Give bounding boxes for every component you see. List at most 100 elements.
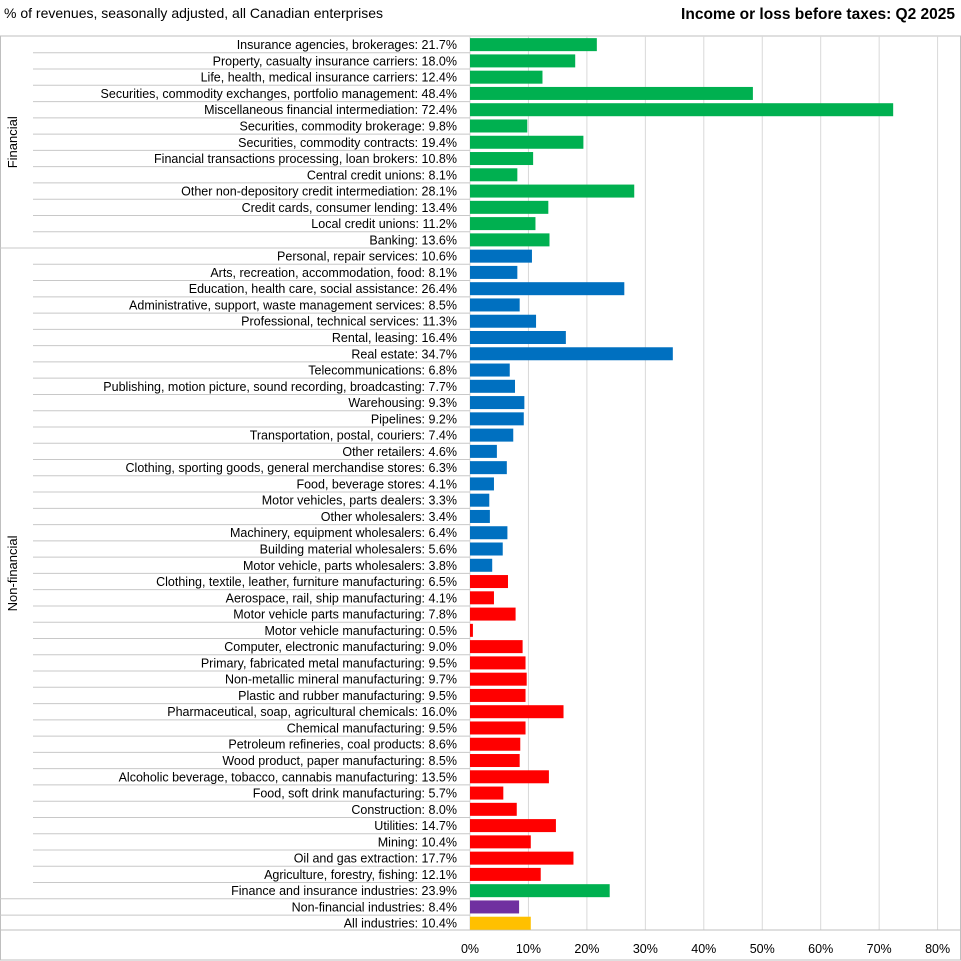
category-name: Telecommunications [308,364,421,378]
bar-47 [470,786,504,800]
category-value: 8.1% [429,168,458,182]
category-label: Alcoholic beverage, tobacco, cannabis ma… [119,770,457,784]
x-axis-ticks: 0% 10% 20% 30% 40% 50% 60% 70% 80% [461,942,950,956]
category-value: 9.5% [429,721,458,735]
bar-4 [470,86,753,100]
category-name: Motor vehicle parts manufacturing [233,608,421,622]
bar-27 [470,461,507,475]
bar-13 [470,233,550,247]
category-name: Rental, leasing [332,331,415,345]
category-value: 16.0% [422,705,457,719]
category-label: Transportation, postal, couriers: 7.4% [250,429,457,443]
x-tick-label: 0% [461,942,479,956]
category-label: Building material wholesalers: 5.6% [260,543,457,557]
category-labels: Insurance agencies, brokerages: 21.7% Pro… [101,38,457,931]
category-value: 10.4% [422,835,457,849]
bar-2 [470,54,576,68]
x-tick-label: 30% [633,942,658,956]
category-value: 72.4% [422,103,457,117]
category-value: 6.5% [429,575,458,589]
bar-41 [470,688,526,702]
category-name: Life, health, medical insurance carriers [201,71,415,85]
category-name: Machinery, equipment wholesalers [230,526,422,540]
bar-10 [470,184,635,198]
category-name: Finance and insurance industries [231,884,414,898]
category-value: 16.4% [422,331,457,345]
group-label-financial: Financial [5,116,20,168]
category-value: 34.7% [422,347,457,361]
category-name: Computer, electronic manufacturing [224,640,421,654]
group-label-non-financial: Non-financial [5,535,20,611]
category-name: All industries [344,917,415,931]
category-value: 23.9% [422,884,457,898]
bar-22 [470,379,516,393]
category-label: Real estate: 34.7% [351,347,457,361]
chart-subtitle: % of revenues, seasonally adjusted, all … [4,5,384,21]
category-name: Property, casualty insurance carriers [213,54,415,68]
x-tick-label: 10% [516,942,541,956]
category-name: Arts, recreation, accommodation, food [210,266,421,280]
bar-12 [470,217,536,231]
category-label: Non-financial industries: 8.4% [292,900,457,914]
category-name: Wood product, paper manufacturing [222,754,421,768]
category-label: Telecommunications: 6.8% [308,364,457,378]
bar-24 [470,412,524,426]
category-value: 13.6% [422,233,457,247]
category-value: 10.8% [422,152,457,166]
category-label: Local credit unions: 11.2% [311,217,457,231]
category-value: 9.5% [429,656,458,670]
category-name: Oil and gas extraction [294,852,415,866]
bar-44 [470,737,521,751]
bar-28 [470,477,494,491]
bar-38 [470,640,523,654]
bar-32 [470,542,503,556]
category-label: Utilities: 14.7% [374,819,457,833]
category-name: Other retailers [342,445,421,459]
bar-50 [470,835,531,849]
category-name: Securities, commodity contracts [238,136,414,150]
bar-51 [470,851,574,865]
category-value: 8.4% [429,900,458,914]
category-label: Clothing, sporting goods, general mercha… [126,461,457,475]
category-value: 18.0% [422,54,457,68]
category-label: Rental, leasing: 16.4% [332,331,457,345]
category-value: 6.8% [429,364,458,378]
category-name: Non-metallic mineral manufacturing [225,673,422,687]
category-name: Clothing, textile, leather, furniture ma… [156,575,421,589]
bar-15 [470,265,518,279]
category-value: 6.4% [429,526,458,540]
category-value: 21.7% [422,38,457,52]
category-value: 8.0% [429,803,458,817]
category-label: Motor vehicle, parts wholesalers: 3.8% [243,559,457,573]
category-label: Non-metallic mineral manufacturing: 9.7% [225,673,457,687]
category-label: Motor vehicles, parts dealers: 3.3% [262,494,457,508]
category-label: Education, health care, social assistanc… [189,282,457,296]
category-value: 10.4% [422,917,457,931]
category-value: 3.8% [429,559,458,573]
category-name: Food, soft drink manufacturing [253,787,422,801]
x-tick-label: 20% [574,942,599,956]
bar-40 [470,672,527,686]
category-label: Professional, technical services: 11.3% [241,315,457,329]
category-label: Other retailers: 4.6% [342,445,457,459]
category-label: Motor vehicle manufacturing: 0.5% [265,624,457,638]
chart-title: Income or loss before taxes: Q2 2025 [681,6,955,23]
bar-11 [470,200,549,214]
bar-25 [470,428,514,442]
category-label: Personal, repair services: 10.6% [277,250,457,264]
bar-17 [470,298,520,312]
category-value: 0.5% [429,624,458,638]
bar-20 [470,347,673,361]
bar-42 [470,705,564,719]
category-label: Securities, commodity brokerage: 9.8% [240,119,457,133]
category-value: 10.6% [422,250,457,264]
category-name: Professional, technical services [241,315,415,329]
category-name: Banking [369,233,414,247]
bar-55 [470,916,531,930]
category-value: 7.4% [429,429,458,443]
category-label: Computer, electronic manufacturing: 9.0% [224,640,457,654]
category-label: Oil and gas extraction: 17.7% [294,852,457,866]
category-label: All industries: 10.4% [344,917,457,931]
category-value: 9.2% [429,412,458,426]
